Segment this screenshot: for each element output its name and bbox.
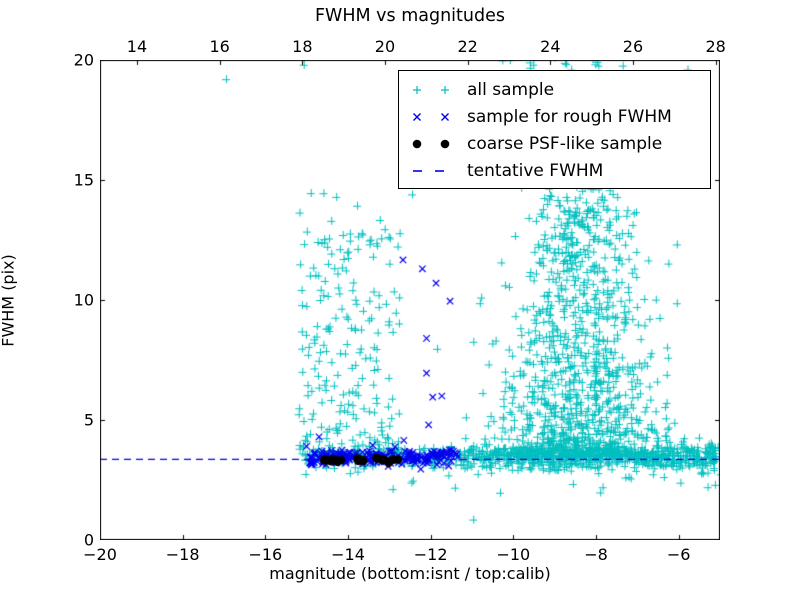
x-tick-label-bottom: −14 [331, 545, 365, 564]
y-axis-label: FWHM (pix) [0, 254, 18, 347]
legend-label: sample for rough FWHM [467, 106, 672, 127]
legend-marker-dashes-icon [413, 169, 444, 172]
legend-rows: all sample sample for rough FWHM coarse PS… [407, 76, 702, 184]
y-tick-label: 20 [73, 50, 94, 70]
x-tick-label-bottom: −12 [413, 545, 448, 564]
x-tick-label-bottom: −8 [584, 545, 608, 564]
y-tick-label: 0 [83, 530, 94, 550]
x-tick-label-top: 28 [705, 37, 726, 56]
legend-entry: sample for rough FWHM [407, 103, 702, 130]
legend-marker-dot-icon [412, 139, 450, 148]
x-tick-label-top: 26 [622, 37, 644, 56]
x-tick-label-top: 22 [457, 37, 478, 56]
y-tick-label: 15 [73, 170, 94, 190]
legend-label: all sample [467, 79, 555, 100]
x-tick-label-top: 20 [374, 37, 396, 56]
x-axis-label: magnitude (bottom:isnt / top:calib) [269, 564, 551, 583]
x-tick-label-bottom: −16 [248, 545, 283, 564]
legend-marker-x-icon [413, 112, 449, 121]
x-tick-label-bottom: −20 [83, 545, 117, 564]
x-tick-label-bottom: −18 [165, 545, 200, 564]
x-tick-label-bottom: −10 [496, 545, 531, 564]
x-tick-label-top: 14 [126, 37, 148, 56]
legend-label: tentative FWHM [467, 160, 604, 181]
legend-marker-plus-icon [413, 85, 449, 94]
legend: all sample sample for rough FWHM coarse PS… [398, 70, 711, 189]
x-tick-label-top: 24 [540, 37, 561, 56]
y-tick-label: 10 [73, 290, 94, 310]
y-tick-label: 5 [83, 410, 94, 430]
legend-entry: all sample [407, 76, 702, 103]
chart-title: FWHM vs magnitudes [314, 6, 505, 26]
legend-entry: tentative FWHM [407, 157, 702, 184]
x-tick-label-bottom: −6 [666, 545, 691, 564]
x-tick-label-top: 18 [292, 37, 313, 56]
legend-entry: coarse PSF-like sample [407, 130, 702, 157]
legend-label: coarse PSF-like sample [467, 133, 663, 154]
x-tick-label-top: 16 [209, 37, 230, 56]
